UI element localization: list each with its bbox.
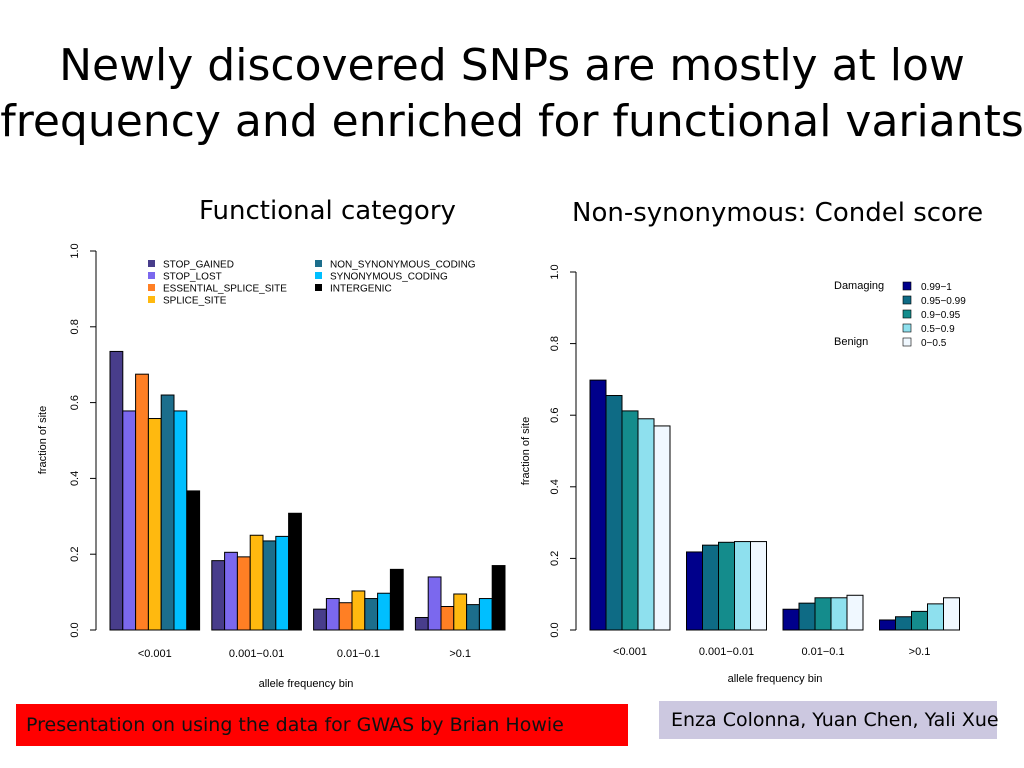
legend-label: 0.5−0.9 [921, 324, 955, 335]
bar-0-0-5-1 [653, 425, 671, 631]
bar-0-9-0-95-4 [911, 610, 928, 631]
legend-label: NON_SYNONYMOUS_CODING [330, 260, 476, 271]
x-category-label: 0.01−0.1 [337, 648, 380, 660]
bar-0-95-0-99-1 [605, 395, 623, 631]
y-tick-label: 1.0 [549, 264, 561, 279]
legend-swatch-3 [902, 309, 912, 319]
bar-intergenic-3 [389, 568, 404, 631]
slide-title: Newly discovered SNPs are mostly at low … [0, 38, 1024, 150]
y-tick-label: 0.6 [549, 408, 561, 423]
bar-0-9-0-95-1 [621, 410, 639, 631]
y-tick-label: 0.2 [549, 551, 561, 566]
bar-0-99-1-1 [589, 379, 607, 631]
y-tick-label: 1.0 [69, 243, 81, 258]
y-tick-label: 0.4 [549, 479, 561, 494]
legend-swatch-intergenic [315, 284, 322, 291]
y-axis-label: fraction of site [37, 406, 49, 474]
legend-label: 0−0.5 [921, 338, 947, 349]
legend-swatch-stop-gained [148, 260, 155, 267]
bar-0-99-1-2 [686, 551, 703, 631]
legend-swatch-synonymous-coding [315, 272, 322, 279]
bar-0-99-1-3 [782, 608, 800, 631]
y-tick-label: 0.0 [549, 622, 561, 637]
legend-label: STOP_GAINED [163, 260, 234, 271]
x-category-label: 0.001−0.01 [229, 648, 284, 660]
bar-0-95-0-99-3 [798, 602, 816, 631]
bar-0-5-0-9-3 [830, 597, 848, 631]
bar-0-5-0-9-1 [637, 418, 655, 631]
legend-annotation-damaging: Damaging [834, 280, 884, 292]
y-tick-label: 0.8 [69, 319, 81, 334]
legend-label: STOP_LOST [163, 272, 222, 283]
authors-box: Enza Colonna, Yuan Chen, Yali Xue [659, 701, 999, 739]
bar-0-0-5-3 [846, 594, 864, 631]
x-category-label: 0.001−0.01 [699, 646, 754, 658]
y-tick-label: 0.8 [549, 336, 561, 351]
legend-label: INTERGENIC [330, 284, 392, 295]
x-category-label: 0.01−0.1 [801, 646, 844, 658]
legend-label: 0.9−0.95 [921, 310, 961, 321]
bar-0-0-5-2 [750, 541, 767, 631]
legend-swatch-4 [902, 323, 912, 333]
bar-intergenic-1 [186, 490, 201, 631]
x-category-label: >0.1 [909, 646, 931, 658]
slide-title-line-2: frequency and enriched for functional va… [0, 96, 1024, 147]
slide-title-line-1: Newly discovered SNPs are mostly at low [59, 40, 965, 91]
bar-intergenic-2 [288, 512, 302, 631]
x-axis-label: allele frequency bin [259, 678, 354, 690]
y-axis-label: fraction of site [520, 417, 532, 485]
y-tick-label: 0.2 [69, 547, 81, 562]
bar-0-9-0-95-3 [814, 597, 832, 631]
x-category-label: <0.001 [138, 648, 172, 660]
bar-0-9-0-95-2 [718, 541, 735, 631]
x-category-label: >0.1 [449, 648, 471, 660]
legend-swatch-stop-lost [148, 272, 155, 279]
legend-label: SYNONYMOUS_CODING [330, 272, 448, 283]
legend-label: SPLICE_SITE [163, 296, 227, 307]
bar-0-5-0-9-4 [927, 603, 944, 631]
x-category-label: <0.001 [613, 646, 647, 658]
gwas-presentation-banner: Presentation on using the data for GWAS … [16, 704, 628, 746]
functional-category-heading: Functional category [199, 196, 456, 226]
legend-swatch-2 [902, 295, 912, 305]
legend-swatch-splice-site [148, 296, 155, 303]
legend-label: 0.99−1 [921, 282, 952, 293]
legend-swatch-1 [902, 281, 912, 291]
condel-score-heading: Non-synonymous: Condel score [572, 198, 984, 228]
y-tick-label: 0.4 [69, 471, 81, 486]
bar-0-95-0-99-2 [702, 544, 719, 631]
y-tick-label: 0.6 [69, 395, 81, 410]
bar-0-5-0-9-2 [734, 541, 751, 631]
bar-stop-lost-4 [427, 576, 442, 631]
bar-intergenic-4 [491, 565, 506, 631]
legend-annotation-benign: Benign [834, 336, 868, 348]
legend-swatch-5 [902, 337, 912, 347]
bar-0-95-0-99-4 [895, 616, 912, 631]
legend-label: 0.95−0.99 [921, 296, 966, 307]
y-tick-label: 0.0 [69, 622, 81, 637]
legend-swatch-non-synonymous-coding [315, 260, 322, 267]
legend-swatch-essential-splice-site [148, 284, 155, 291]
bar-0-99-1-4 [879, 619, 896, 631]
legend-label: ESSENTIAL_SPLICE_SITE [163, 284, 287, 295]
x-axis-label: allele frequency bin [728, 673, 823, 685]
bar-0-0-5-4 [943, 597, 960, 631]
